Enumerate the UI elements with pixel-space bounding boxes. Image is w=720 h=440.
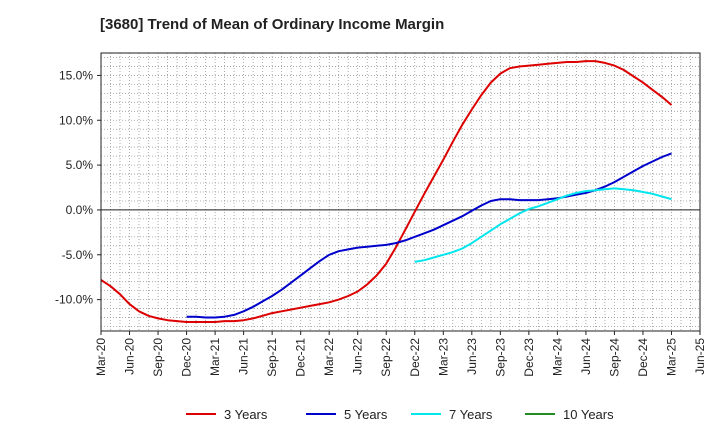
- x-tick-label: Dec-21: [294, 338, 308, 377]
- x-tick-label: Jun-22: [351, 338, 365, 375]
- y-tick-label: 10.0%: [59, 113, 93, 127]
- x-tick-label: Mar-25: [664, 338, 678, 376]
- x-tick-label: Sep-24: [607, 338, 621, 377]
- legend-label: 10 Years: [563, 407, 614, 422]
- grid: [100, 53, 701, 331]
- y-tick-label: 0.0%: [66, 203, 94, 217]
- y-tick-label: 5.0%: [66, 158, 94, 172]
- chart-title: [3680] Trend of Mean of Ordinary Income …: [100, 16, 445, 33]
- x-tick-label: Dec-22: [408, 338, 422, 377]
- y-tick-label: -10.0%: [55, 293, 93, 307]
- series-line-7-years: [414, 187, 672, 263]
- legend-label: 3 Years: [224, 407, 268, 422]
- legend: 3 Years 5 Years 7 Years 10 Years: [186, 407, 614, 422]
- x-tick-label: Dec-24: [636, 338, 650, 377]
- x-tick-label: Mar-20: [94, 338, 108, 376]
- legend-label: 5 Years: [344, 407, 388, 422]
- x-tick-label: Sep-21: [265, 338, 279, 377]
- plot-area-border: [100, 52, 701, 332]
- x-tick-label: Jun-20: [123, 338, 137, 375]
- y-axis-ticks: 15.0% 10.0% 5.0% 0.0% -5.0% -10.0%: [55, 68, 101, 307]
- x-tick-label: Jun-24: [579, 338, 593, 375]
- y-tick-label: 15.0%: [59, 68, 93, 82]
- x-axis-ticks: Mar-20 Jun-20 Sep-20 Dec-20 Mar-21 Jun-21 Sep-…: [94, 331, 707, 377]
- x-tick-label: Dec-23: [522, 338, 536, 377]
- x-tick-label: Sep-20: [151, 338, 165, 377]
- x-tick-label: Sep-22: [379, 338, 393, 377]
- legend-label: 7 Years: [449, 407, 493, 422]
- x-tick-label: Jun-23: [465, 338, 479, 375]
- x-tick-label: Dec-20: [180, 338, 194, 377]
- x-tick-label: Mar-24: [550, 338, 564, 376]
- plot-frame: [100, 52, 701, 332]
- x-tick-label: Mar-23: [436, 338, 450, 376]
- x-tick-label: Mar-21: [208, 338, 222, 376]
- series-line-3-years: [100, 60, 673, 323]
- y-tick-label: -5.0%: [62, 248, 94, 262]
- x-tick-label: Sep-23: [493, 338, 507, 377]
- x-tick-label: Mar-22: [322, 338, 336, 376]
- series-lines: [100, 60, 673, 323]
- series-line-5-years: [186, 152, 672, 319]
- x-tick-label: Jun-21: [237, 338, 251, 375]
- x-tick-label: Jun-25: [693, 338, 707, 375]
